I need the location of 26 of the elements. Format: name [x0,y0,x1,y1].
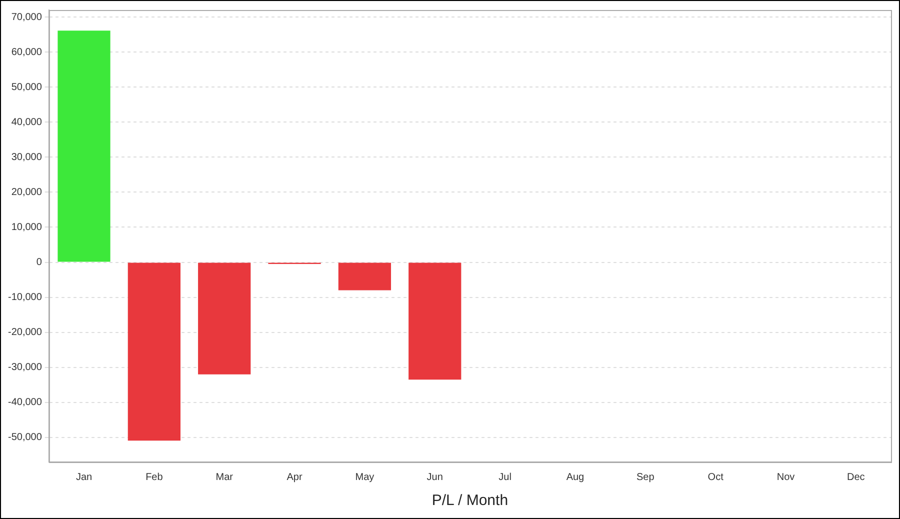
y-tick-label: 50,000 [11,82,42,93]
y-tick-label: 70,000 [11,12,42,23]
x-tick-label: Jan [76,472,92,483]
x-tick-label: Nov [776,472,795,483]
x-tick-label: Apr [286,472,303,483]
x-tick-label: May [355,472,374,483]
y-tick-label: -10,000 [8,292,42,304]
x-tick-label: Aug [566,472,584,483]
y-tick-label: 10,000 [11,222,42,233]
x-tick-label: Jul [498,472,512,483]
x-axis-title: P/L / Month [432,492,508,510]
x-tick-label: Feb [146,472,164,483]
y-tick-label: 40,000 [11,116,42,128]
x-tick-label: Jun [426,472,443,483]
x-tick-label: Mar [216,472,234,483]
y-tick-label: -50,000 [8,432,42,444]
y-tick-label: -20,000 [8,327,42,338]
y-tick-label: -30,000 [8,362,42,374]
x-tick-label: Dec [847,472,865,483]
x-tick-label: Sep [636,472,655,483]
y-tick-label: 20,000 [11,186,42,198]
x-tick-label: Oct [708,472,724,483]
y-tick-label: 30,000 [11,152,42,163]
y-tick-label: 0 [36,257,42,268]
y-tick-label: 60,000 [11,46,42,58]
y-tick-label: -40,000 [8,397,42,408]
